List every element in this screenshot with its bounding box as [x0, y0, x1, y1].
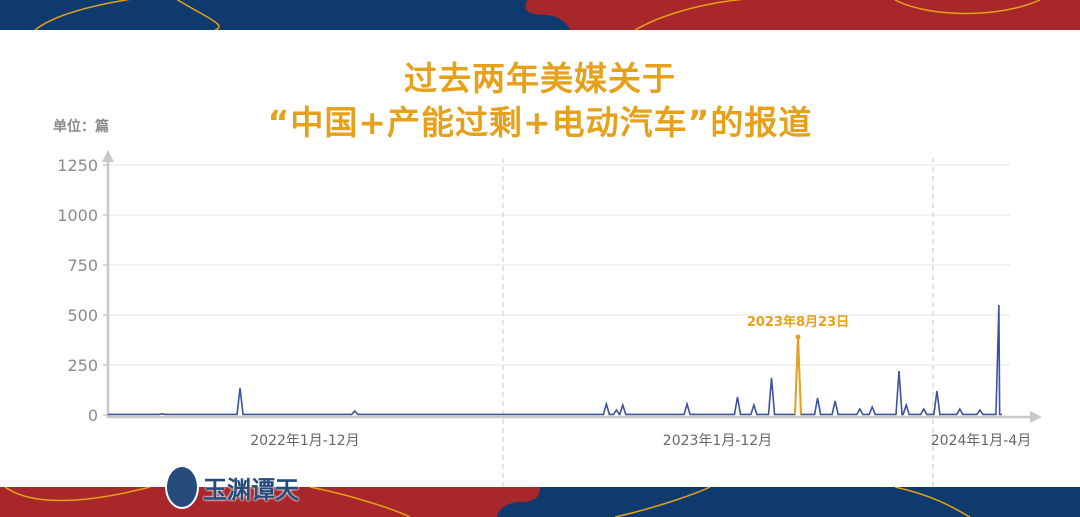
series-line: [108, 304, 1002, 416]
logo-emblem-icon: [165, 465, 199, 509]
y-tick-label: 750: [67, 256, 98, 275]
chart-title-line2: “中国+产能过剩+电动汽车”的报道: [267, 103, 813, 142]
x-section-label: 2022年1月-12月: [250, 433, 359, 449]
y-axis-arrow: [102, 150, 114, 162]
logo: 玉渊谭天: [165, 465, 299, 509]
highlight-point: [795, 334, 801, 340]
y-tick-label: 1250: [57, 156, 98, 175]
chart-title-line1: 过去两年美媒关于: [404, 59, 676, 98]
unit-label: 单位：篇: [53, 119, 109, 135]
x-section-label: 2023年1月-12月: [663, 433, 772, 449]
top-decorative-banner: [0, 0, 1080, 30]
bottom-decorative-banner: [0, 487, 1080, 517]
highlight-label: 2023年8月23日: [747, 314, 849, 330]
y-tick-label: 250: [67, 356, 98, 375]
highlight-spike: [794, 336, 802, 415]
line-chart: 0 250 500 750 1000 1250 2022年1月-12月 2023年1月-12月…: [57, 150, 1042, 487]
y-tick-label: 0: [88, 406, 98, 425]
x-section-label: 2024年1月-4月: [931, 433, 1032, 449]
x-axis-arrow: [1030, 411, 1042, 423]
y-tick-label: 500: [67, 306, 98, 325]
logo-text: 玉渊谭天: [203, 474, 299, 504]
y-tick-label: 1000: [57, 206, 98, 225]
